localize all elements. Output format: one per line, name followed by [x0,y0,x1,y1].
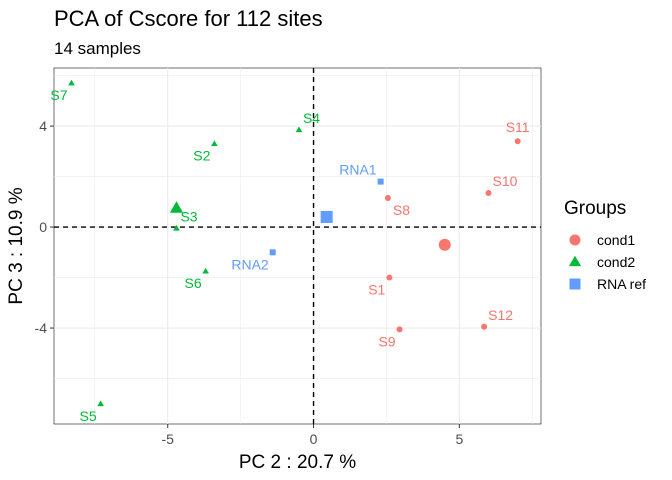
point-label: S9 [378,333,395,349]
point-label: S3 [180,208,197,224]
chart-subtitle: 14 samples [54,39,141,58]
group-centroid [169,201,184,213]
y-tick-label: -4 [35,320,48,336]
legend-title: Groups [564,198,626,219]
point-label: S5 [80,408,97,424]
data-point [485,189,492,196]
chart-title: PCA of Cscore for 112 sites [54,6,323,31]
series-rna-ref: RNA1 RNA2 [231,162,384,272]
legend-label: cond2 [597,254,635,270]
data-point [269,249,276,256]
data-point [211,140,218,147]
point-label: RNA1 [339,162,377,178]
x-tick-label: -5 [162,431,175,447]
legend-label: RNA ref [597,276,646,292]
data-point [97,400,104,407]
legend-key-square [569,278,581,290]
data-point [514,138,521,145]
axis-ticks: -5 0 5 -4 0 4 [35,118,464,447]
x-tick-label: 0 [310,431,318,447]
data-point [386,274,393,281]
point-label: RNA2 [231,256,269,272]
point-label: S1 [368,282,385,298]
legend-entry: cond2 [568,254,635,270]
point-label: S4 [303,110,320,126]
data-point [202,267,209,274]
data-point [384,195,391,202]
legend-key-triangle [568,255,582,267]
legend-entry: cond1 [569,232,635,248]
legend-entries: cond1 cond2 RNA ref [568,232,646,292]
legend: Groups cond1 cond2 RNA ref [564,198,646,292]
data-point [377,178,384,185]
y-axis-title: PC 3 : 10.9 % [6,187,27,304]
group-centroid [320,210,333,223]
point-label: S7 [50,87,67,103]
plot-panel [53,67,542,425]
x-axis-title: PC 2 : 20.7 % [239,452,356,473]
point-label: S8 [393,202,410,218]
y-tick-label: 0 [39,219,47,235]
data-point [173,224,180,231]
y-tick-label: 4 [39,118,47,134]
group-centroid [438,238,451,251]
x-tick-label: 5 [455,431,463,447]
reference-lines [54,68,541,424]
data-points: S11 S10 S8 S1 S9 S12 S7 S4 S2 S3 S6 S5 RNA1 RNA2 [50,79,530,424]
data-point [481,323,488,330]
legend-entry: RNA ref [569,276,646,292]
series-cond1: S11 S10 S8 S1 S9 S12 [368,119,530,349]
point-label: S2 [193,148,210,164]
point-label: S6 [185,275,202,291]
legend-label: cond1 [597,232,635,248]
data-point [396,326,403,333]
point-label: S12 [488,307,513,323]
point-label: S10 [493,173,518,189]
data-point [68,79,75,86]
point-label: S11 [506,119,530,135]
data-point [295,126,303,133]
series-cond2: S7 S4 S2 S3 S6 S5 [50,79,320,424]
legend-key-circle [569,234,581,246]
